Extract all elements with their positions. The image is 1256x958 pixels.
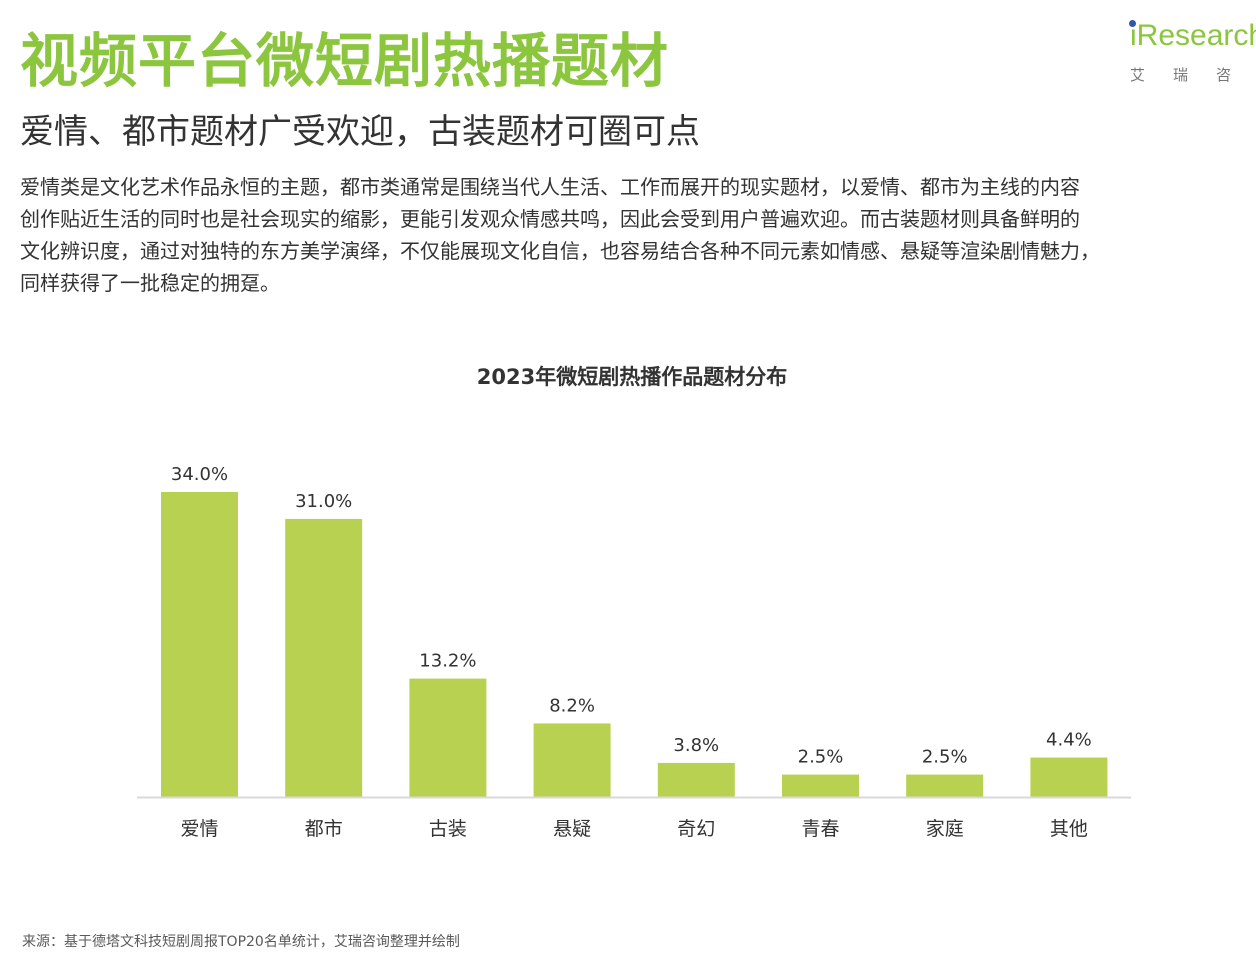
- page-subtitle: 爱情、都市题材广受欢迎，古装题材可圈可点: [20, 112, 700, 152]
- data-label: 13.2%: [419, 651, 476, 672]
- bar-chart: 34.0% 爱情 31.0% 都市 13.2% 古装 8.2% 悬疑 3.8% 奇幻 2.5% 青春 2…: [137, 464, 1131, 840]
- category-label: 悬疑: [553, 818, 591, 840]
- category-label: 奇幻: [677, 818, 715, 840]
- category-label: 都市: [305, 818, 343, 840]
- bar: [285, 518, 363, 797]
- data-label: 2.5%: [922, 747, 968, 768]
- category-label: 古装: [429, 818, 467, 840]
- body-line: 爱情类是文化艺术作品永恒的主题，都市类通常是围绕当代人生活、工作而展开的现实题材…: [20, 175, 1080, 199]
- category-label: 其他: [1050, 818, 1088, 840]
- iresearch-logo: iResearch 艾瑞咨: [1126, 15, 1256, 95]
- category-label: 家庭: [926, 818, 964, 840]
- data-label: 4.4%: [1046, 730, 1092, 751]
- bar: [409, 678, 487, 797]
- bar: [906, 774, 984, 797]
- source-note: 来源：基于德塔文科技短剧周报TOP20名单统计，艾瑞咨询整理并绘制: [22, 934, 460, 950]
- bar: [1030, 757, 1108, 797]
- logo-dot-icon: [1129, 20, 1136, 27]
- bar: [657, 762, 735, 797]
- data-label: 2.5%: [798, 747, 844, 768]
- chart-title: 2023年微短剧热播作品题材分布: [476, 365, 788, 389]
- logo-wordmark: iResearch: [1130, 19, 1256, 52]
- bar: [533, 723, 611, 797]
- category-label: 青春: [801, 818, 839, 840]
- body-paragraph: 爱情类是文化艺术作品永恒的主题，都市类通常是围绕当代人生活、工作而展开的现实题材…: [20, 171, 1256, 299]
- data-label: 3.8%: [673, 735, 719, 756]
- body-line: 创作贴近生活的同时也是社会现实的缩影，更能引发观众情感共鸣，因此会受到用户普遍欢…: [20, 207, 1080, 231]
- data-label: 34.0%: [171, 464, 228, 485]
- category-label: 爱情: [180, 818, 218, 840]
- body-line: 同样获得了一批稳定的拥趸。: [20, 271, 280, 295]
- data-label: 8.2%: [549, 695, 595, 716]
- page-title: 视频平台微短剧热播题材: [20, 27, 670, 95]
- logo-cn-name: 艾瑞咨: [1130, 66, 1256, 84]
- bar: [782, 774, 859, 797]
- body-line: 文化辨识度，通过对独特的东方美学演绎，不仅能展现文化自信，也容易结合各种不同元素…: [20, 239, 1100, 263]
- bar: [161, 492, 238, 797]
- data-label: 31.0%: [295, 491, 352, 512]
